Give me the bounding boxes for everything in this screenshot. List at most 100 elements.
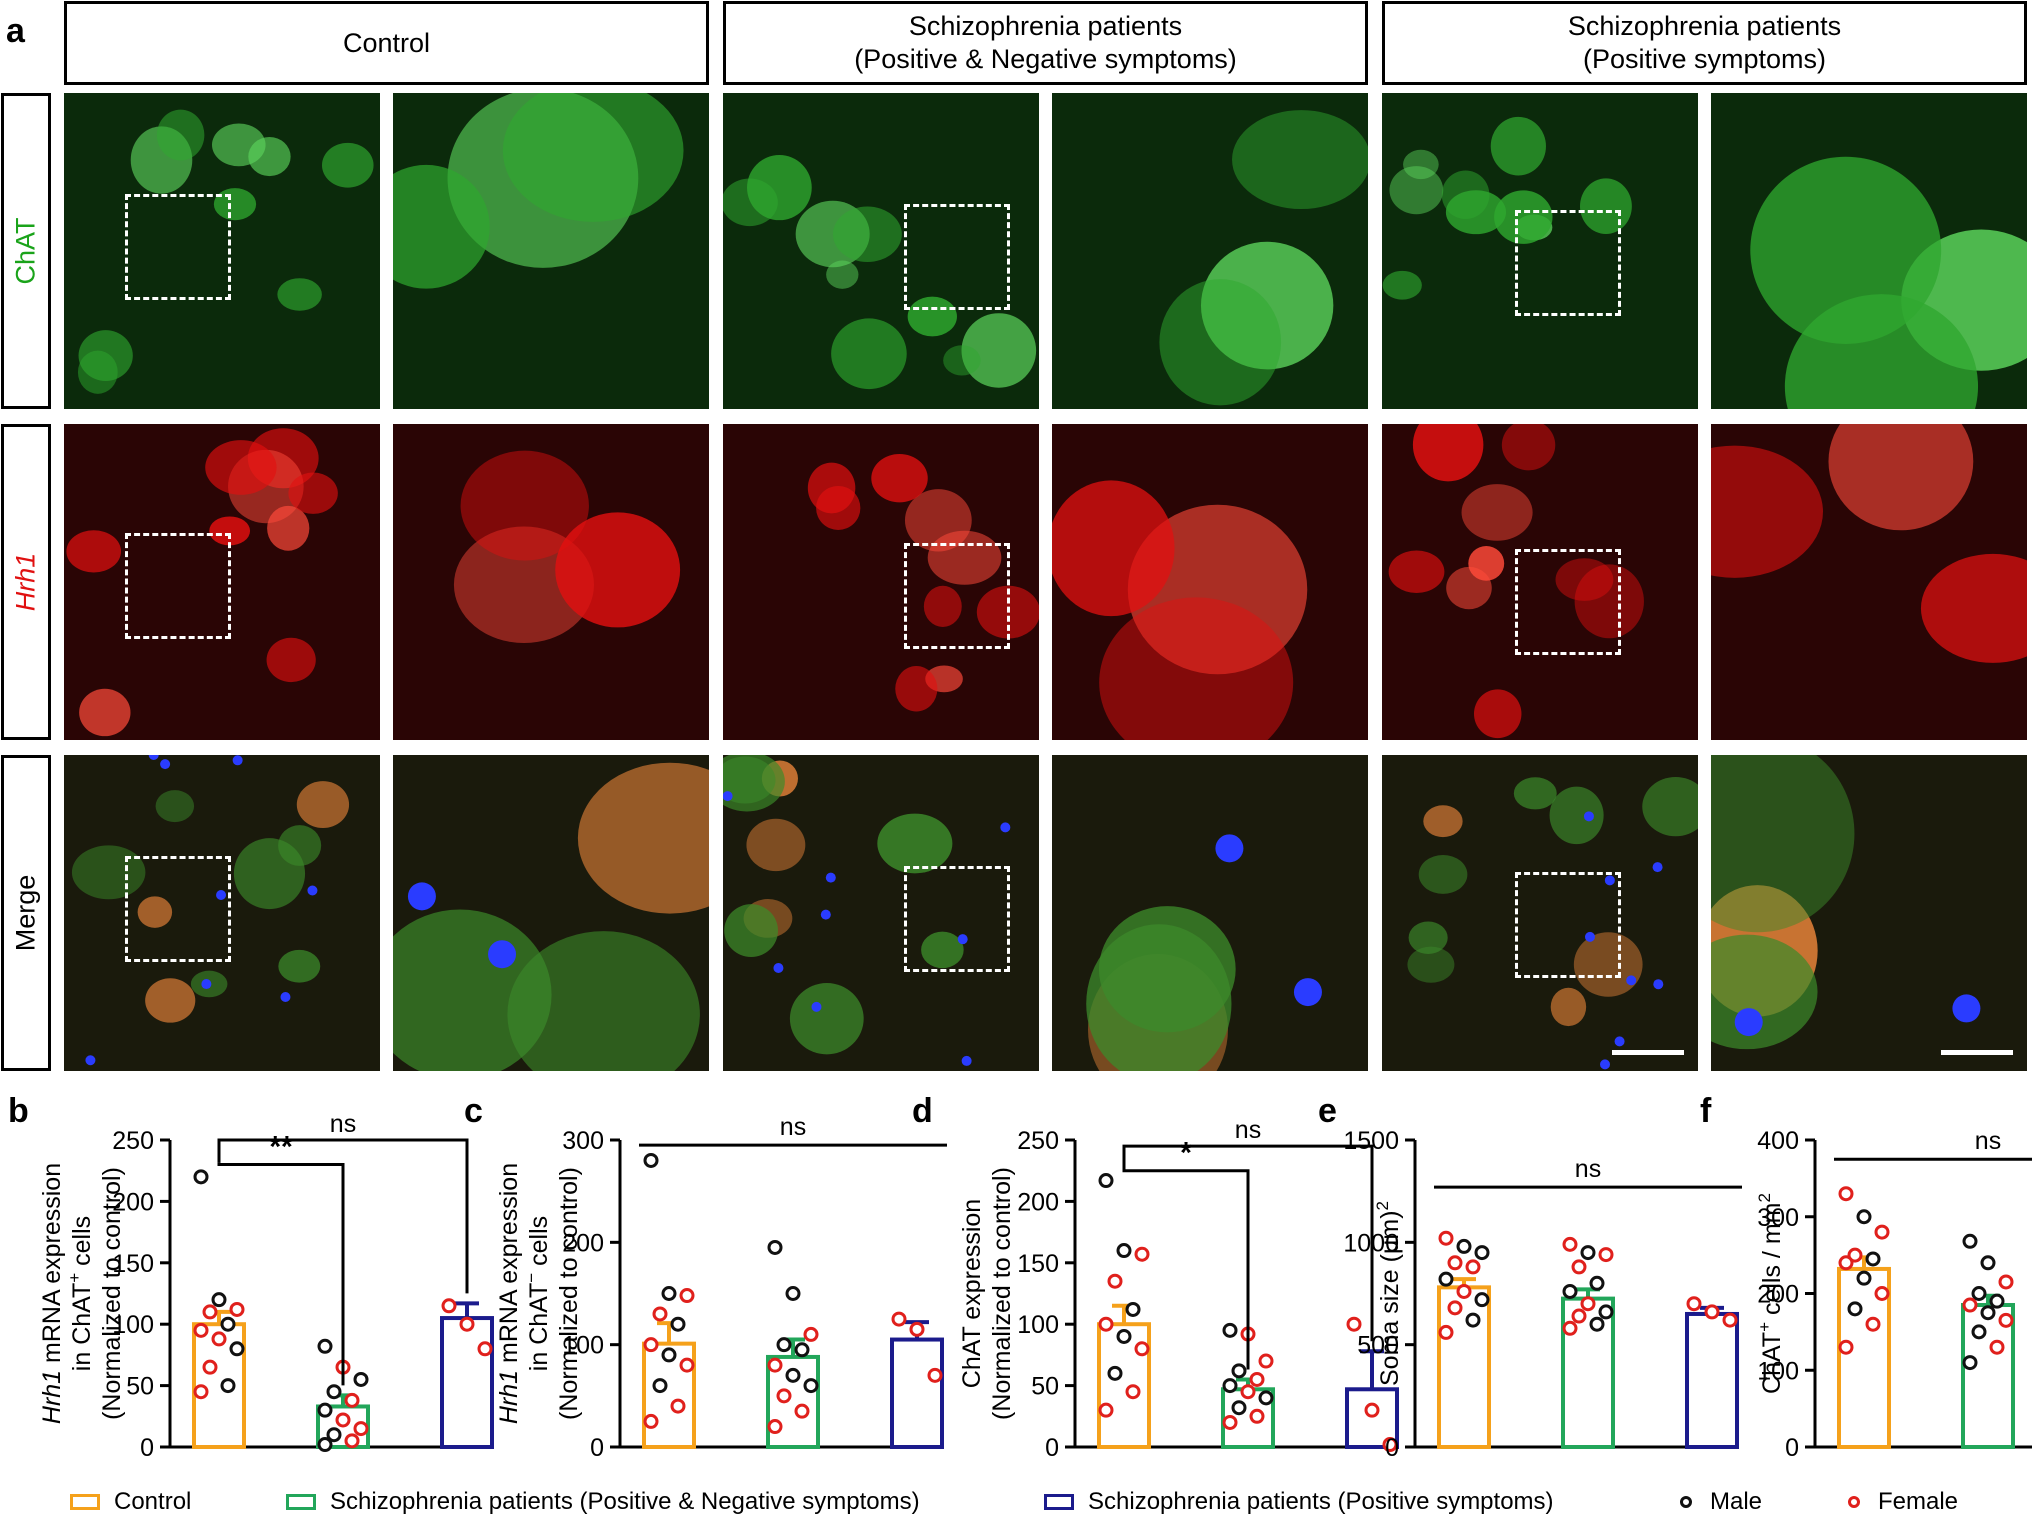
- data-point-male: [317, 1437, 333, 1453]
- micrograph-chat-4: [1052, 93, 1368, 409]
- significance-label: ns: [330, 1110, 356, 1138]
- significance-bracket: [217, 1162, 345, 1386]
- data-point-female: [1364, 1402, 1380, 1418]
- data-point-male: [220, 1378, 236, 1394]
- column-header-control: Control: [64, 1, 709, 85]
- data-point-female: [1722, 1312, 1738, 1328]
- data-point-male: [1456, 1238, 1472, 1254]
- data-point-female: [1098, 1316, 1114, 1332]
- panel-letter-e: e: [1318, 1092, 1337, 1130]
- data-point-female: [1249, 1408, 1265, 1424]
- zoom-region-box: [904, 866, 1010, 972]
- data-point-female: [1874, 1286, 1890, 1301]
- data-point-female: [441, 1298, 457, 1314]
- data-point-female: [202, 1304, 218, 1320]
- legend-pos-neg-swatch: [286, 1494, 316, 1510]
- y-axis-label-line: Soma size (μm)2: [1373, 1201, 1404, 1386]
- significance-label: *: [1180, 1137, 1192, 1170]
- data-point-female: [1134, 1341, 1150, 1357]
- data-point-male: [1962, 1233, 1978, 1249]
- data-point-female: [1562, 1320, 1578, 1336]
- micrograph-hrh1-6: [1711, 424, 2027, 740]
- micrograph-hrh1-1: [64, 424, 380, 740]
- chart-panel-b: b 0 50 100 150 200 250 Hrh1 mRNA expression in C…: [8, 1092, 494, 1462]
- legend-control-label: Control: [114, 1488, 192, 1515]
- data-point-female: [1686, 1296, 1702, 1312]
- data-point-female: [1704, 1304, 1720, 1320]
- data-point-female: [335, 1412, 351, 1428]
- y-tick-label: 150: [112, 1250, 154, 1278]
- data-point-female: [643, 1413, 659, 1429]
- panel-letter-d: d: [912, 1092, 933, 1130]
- data-point-female: [193, 1322, 209, 1338]
- y-tick-label: 50: [126, 1373, 154, 1401]
- y-tick-label: 400: [1757, 1127, 1799, 1155]
- data-point-male: [326, 1427, 342, 1443]
- data-point-male: [1589, 1316, 1605, 1332]
- y-axis-label-line: Hrh1 mRNA expression: [38, 1163, 66, 1424]
- data-point-male: [643, 1152, 659, 1168]
- y-axis-label-line: in ChAT− cells: [522, 1216, 553, 1371]
- micrograph-merge-3: [723, 755, 1039, 1071]
- data-point-male: [211, 1292, 227, 1308]
- data-point-male: [1847, 1301, 1863, 1317]
- y-tick-label: 200: [562, 1229, 604, 1257]
- y-tick-label: 250: [112, 1127, 154, 1155]
- y-axis-label-line: ChAT expression: [958, 1199, 986, 1388]
- data-point-female: [652, 1306, 668, 1322]
- y-tick-label: 1000: [1343, 1229, 1399, 1257]
- data-point-female: [344, 1392, 360, 1408]
- micrograph-merge-6: [1711, 755, 2027, 1071]
- micrograph-chat-2: [393, 93, 709, 409]
- data-point-male: [1222, 1378, 1238, 1394]
- micrograph-hrh1-4: [1052, 424, 1368, 740]
- data-point-male: [767, 1239, 783, 1255]
- y-axis-label-line: (Normalized to control): [98, 1167, 126, 1420]
- data-point-male: [661, 1347, 677, 1363]
- zoom-region-box: [125, 856, 231, 962]
- data-point-male: [1231, 1363, 1247, 1379]
- data-point-female: [1962, 1297, 1978, 1313]
- column-header-line1: Schizophrenia patients: [1567, 11, 1842, 41]
- data-point-female: [1465, 1259, 1481, 1275]
- data-point-female: [776, 1388, 792, 1404]
- scale-bar: [1612, 1050, 1684, 1055]
- data-point-male: [1856, 1270, 1872, 1286]
- y-axis-label-line: in ChAT+ cells: [65, 1216, 96, 1371]
- bar-pos: [890, 1337, 944, 1450]
- legend-male-marker: [1680, 1496, 1692, 1508]
- data-point-female: [1125, 1384, 1141, 1400]
- data-point-male: [1125, 1301, 1141, 1317]
- data-point-male: [1865, 1251, 1881, 1267]
- data-point-male: [326, 1384, 342, 1400]
- data-point-male: [1971, 1286, 1987, 1301]
- legend-control-swatch: [70, 1494, 100, 1510]
- y-axis-label-line: (Normalized to control): [988, 1167, 1016, 1420]
- data-point-female: [1838, 1339, 1854, 1355]
- y-axis-label-line: Hrh1 mRNA expression: [495, 1163, 523, 1424]
- row-label-merge: Merge: [1, 755, 51, 1071]
- data-point-male: [803, 1378, 819, 1394]
- column-header-pos-neg: Schizophrenia patients (Positive & Negati…: [723, 1, 1368, 85]
- data-point-male: [652, 1378, 668, 1394]
- data-point-male: [1962, 1355, 1978, 1371]
- row-label-chat: ChAT: [1, 93, 51, 409]
- y-axis-label-line: ChAT+ cells / mm2: [1755, 1193, 1786, 1394]
- data-point-male: [785, 1286, 801, 1301]
- legend-pos-neg: Schizophrenia patients (Positive & Negat…: [286, 1486, 920, 1518]
- data-point-female: [1249, 1371, 1265, 1387]
- data-point-female: [1998, 1312, 2014, 1328]
- legend-female-marker: [1848, 1496, 1860, 1508]
- data-point-female: [1447, 1255, 1463, 1271]
- y-tick-label: 100: [1017, 1311, 1059, 1339]
- data-point-female: [891, 1311, 907, 1327]
- data-point-female: [1258, 1353, 1274, 1369]
- y-tick-label: 100: [112, 1311, 154, 1339]
- column-header-pos: Schizophrenia patients (Positive symptoms…: [1382, 1, 2027, 85]
- y-axis-label-line: (Normalized to control): [555, 1167, 583, 1420]
- panel-letter-f: f: [1700, 1092, 1712, 1130]
- y-tick-label: 1500: [1343, 1127, 1399, 1155]
- micrograph-chat-6: [1711, 93, 2027, 409]
- data-point-female: [803, 1326, 819, 1342]
- significance-bracket: [1122, 1166, 1250, 1370]
